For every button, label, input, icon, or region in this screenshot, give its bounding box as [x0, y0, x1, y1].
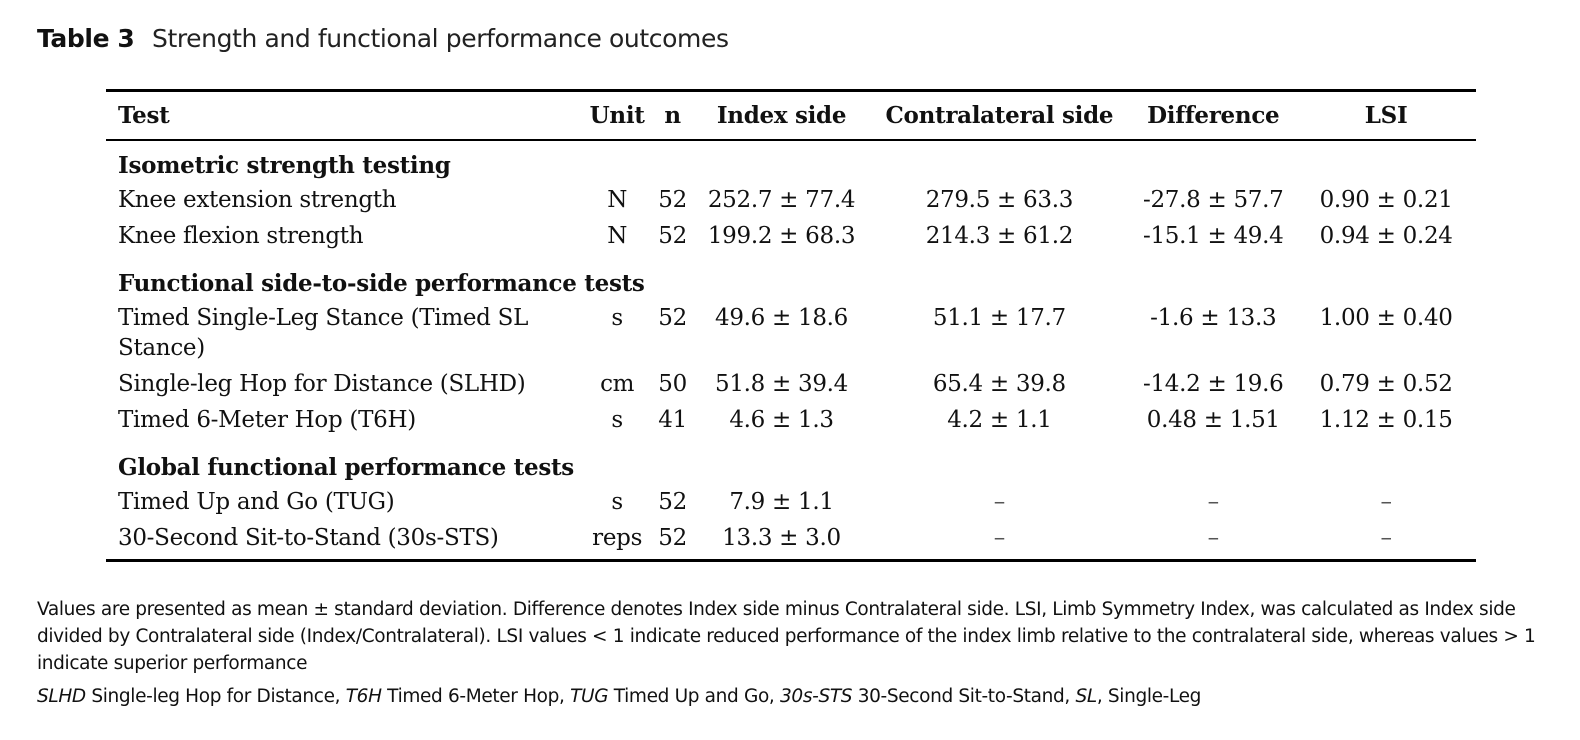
cell-index-side: 199.2 ± 68.3: [707, 223, 856, 249]
cell-difference: –: [1207, 525, 1220, 551]
cell-index-side: 4.6 ± 1.3: [729, 407, 834, 433]
table-row: Single-leg Hop for Distance (SLHD) cm 50 51…: [106, 366, 1476, 402]
table-row: Knee flexion strength N 52 199.2 ± 68.3 214.…: [106, 218, 1476, 257]
cell-n: 52: [658, 489, 687, 515]
cell-test: Knee extension strength: [118, 187, 397, 213]
cell-difference: -14.2 ± 19.6: [1143, 371, 1284, 397]
cell-difference: –: [1207, 489, 1220, 515]
cell-contralateral-side: 51.1 ± 17.7: [932, 305, 1066, 331]
section-header-row: Global functional performance tests: [106, 441, 1476, 484]
abbreviation-definition: 30-Second Sit-to-Stand,: [852, 686, 1076, 707]
cell-lsi: 1.12 ± 0.15: [1319, 407, 1453, 433]
results-table: Test Unit n Index side Contralateral sid…: [106, 89, 1476, 562]
cell-difference: -1.6 ± 13.3: [1150, 305, 1277, 331]
table-caption: Table 3 Strength and functional performa…: [37, 24, 729, 53]
cell-lsi: 0.79 ± 0.52: [1319, 371, 1453, 397]
cell-n: 50: [658, 371, 687, 397]
section-title: Functional side-to-side performance test…: [118, 270, 645, 297]
column-header-unit: Unit: [589, 102, 645, 129]
abbreviation-definition: Timed 6-Meter Hop,: [381, 686, 571, 707]
abbreviation-definition: Single-leg Hop for Distance,: [85, 686, 346, 707]
cell-test: Single-leg Hop for Distance (SLHD): [118, 371, 526, 397]
table-row: Timed Up and Go (TUG) s 52 7.9 ± 1.1 – – –: [106, 484, 1476, 520]
section-title: Isometric strength testing: [118, 152, 451, 179]
column-header-index-side: Index side: [716, 102, 847, 129]
cell-difference: 0.48 ± 1.51: [1146, 407, 1280, 433]
cell-difference: -27.8 ± 57.7: [1143, 187, 1284, 213]
table-row: Knee extension strength N 52 252.7 ± 77.4 27…: [106, 182, 1476, 218]
cell-test: Timed Up and Go (TUG): [118, 489, 395, 515]
cell-contralateral-side: 4.2 ± 1.1: [947, 407, 1052, 433]
abbreviation-definition: , Single-Leg: [1096, 686, 1202, 707]
cell-contralateral-side: 65.4 ± 39.8: [932, 371, 1066, 397]
table-section: Global functional performance tests Timed…: [106, 441, 1476, 561]
cell-n: 52: [658, 187, 687, 213]
table-section: Functional side-to-side performance test…: [106, 257, 1476, 441]
table-row: Timed 6-Meter Hop (T6H) s 41 4.6 ± 1.3 4.2 ±…: [106, 402, 1476, 441]
cell-n: 52: [658, 223, 687, 249]
table-label: Table 3: [37, 24, 135, 53]
column-header-n: n: [664, 102, 681, 129]
column-header-test: Test: [118, 102, 170, 129]
section-title: Global functional performance tests: [118, 454, 574, 481]
cell-unit: cm: [600, 371, 635, 397]
cell-unit: s: [611, 407, 623, 433]
cell-n: 52: [658, 305, 687, 331]
column-header-difference: Difference: [1147, 102, 1280, 129]
cell-index-side: 7.9 ± 1.1: [729, 489, 834, 515]
table-row: 30-Second Sit-to-Stand (30s-STS) reps 52 13…: [106, 520, 1476, 561]
cell-contralateral-side: –: [993, 525, 1006, 551]
column-header-contralateral-side: Contralateral side: [885, 102, 1114, 129]
table-section: Isometric strength testing Knee extension…: [106, 140, 1476, 257]
section-header-row: Functional side-to-side performance test…: [106, 257, 1476, 300]
cell-lsi: –: [1380, 489, 1393, 515]
cell-contralateral-side: 214.3 ± 61.2: [925, 223, 1074, 249]
abbreviation-term: T6H: [345, 686, 382, 707]
cell-difference: -15.1 ± 49.4: [1143, 223, 1284, 249]
cell-index-side: 49.6 ± 18.6: [715, 305, 849, 331]
abbreviation-term: 30s-STS: [779, 686, 853, 707]
section-header-row: Isometric strength testing: [106, 140, 1476, 182]
cell-lsi: 0.90 ± 0.21: [1319, 187, 1453, 213]
abbreviation-definition: Timed Up and Go,: [608, 686, 780, 707]
cell-test: Knee flexion strength: [118, 223, 364, 249]
cell-contralateral-side: 279.5 ± 63.3: [925, 187, 1074, 213]
cell-contralateral-side: –: [993, 489, 1006, 515]
header-row: Test Unit n Index side Contralateral sid…: [106, 90, 1476, 140]
cell-unit: N: [607, 187, 628, 213]
abbreviation-term: SLHD: [37, 686, 86, 707]
column-header-lsi: LSI: [1364, 102, 1408, 129]
abbreviation-term: TUG: [570, 686, 609, 707]
table-row: Timed Single-Leg Stance (Timed SL Stance…: [106, 300, 1476, 366]
cell-lsi: –: [1380, 525, 1393, 551]
table-title: Strength and functional performance outc…: [151, 24, 729, 53]
cell-n: 52: [658, 525, 687, 551]
table-footnote: Values are presented as mean ± standard …: [37, 599, 1536, 674]
cell-n: 41: [658, 407, 687, 433]
cell-test: Timed 6-Meter Hop (T6H): [118, 407, 416, 433]
abbreviations-footnote: SLHD Single-leg Hop for Distance, T6H Ti…: [37, 683, 1552, 710]
cell-unit: reps: [592, 525, 643, 551]
cell-lsi: 0.94 ± 0.24: [1319, 223, 1453, 249]
cell-index-side: 51.8 ± 39.4: [715, 371, 849, 397]
cell-index-side: 13.3 ± 3.0: [722, 525, 841, 551]
cell-test: Timed Single-Leg Stance (Timed SL Stance…: [118, 305, 529, 361]
cell-lsi: 1.00 ± 0.40: [1319, 305, 1453, 331]
abbreviation-term: SL: [1075, 686, 1097, 707]
cell-unit: s: [611, 305, 623, 331]
cell-unit: N: [607, 223, 628, 249]
cell-unit: s: [611, 489, 623, 515]
cell-test: 30-Second Sit-to-Stand (30s-STS): [118, 525, 499, 551]
cell-index-side: 252.7 ± 77.4: [707, 187, 856, 213]
